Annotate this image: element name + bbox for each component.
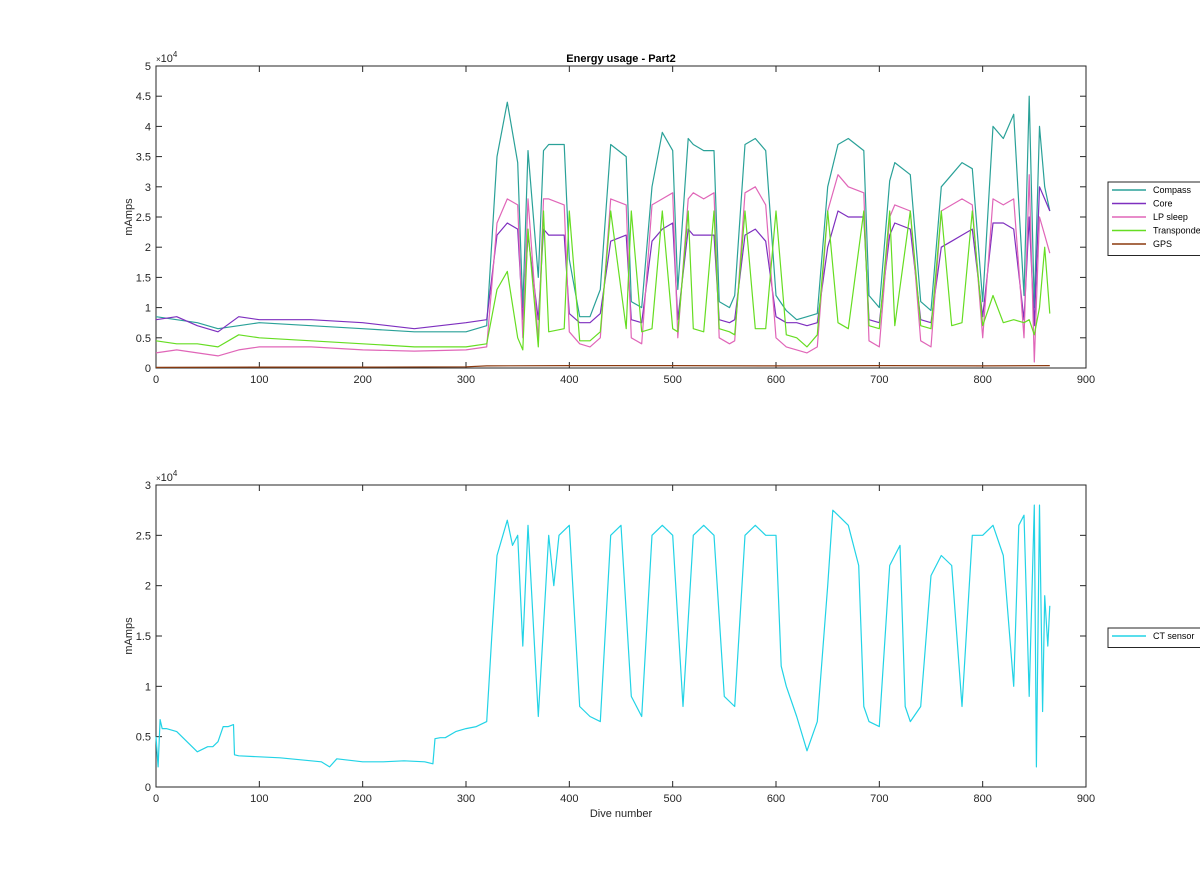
y-tick-label: 5 [145, 61, 151, 73]
x-tick-label: 800 [973, 793, 991, 805]
series-line-compass [155, 95, 1051, 333]
lines-bottom [155, 504, 1051, 768]
legend-entry-label: Transponder [1153, 226, 1200, 236]
legend-box [1107, 627, 1200, 648]
legend-entry-label: LP sleep [1153, 212, 1188, 222]
legend-entry-label: GPS [1153, 239, 1172, 249]
legend-top: Compass Core LP sleep Transponder GPS [1107, 181, 1200, 256]
lines-top [155, 95, 1051, 368]
legend-entry-label: CT sensor [1153, 631, 1194, 641]
x-tick-label: 0 [153, 793, 159, 805]
y-axis-label-top: mAmps [123, 198, 135, 236]
y-tick-label: 2.5 [136, 530, 151, 542]
y-tick-label: 2 [145, 242, 151, 254]
x-tick-label: 200 [353, 793, 371, 805]
legend-bottom: CT sensor [1107, 627, 1200, 648]
x-tick-label: 0 [153, 374, 159, 386]
x-tick-label: 300 [457, 374, 475, 386]
y-exponent-bottom: ×104 [156, 469, 178, 484]
y-tick-label: 0 [145, 782, 151, 794]
y-tick-label: 1 [145, 681, 151, 693]
plot-area-bottom [155, 484, 1087, 788]
y-tick-label: 1.5 [136, 631, 151, 643]
y-tick-label: 1 [145, 303, 151, 315]
y-exponent-top: ×104 [156, 50, 178, 65]
x-tick-label: 500 [663, 793, 681, 805]
x-tick-label: 100 [250, 374, 268, 386]
legend-entry-label: Core [1153, 199, 1173, 209]
ticks-top: 0 100 200 300 400 500 600 700 800 900 0 0.5 1 1.5 2 2.5… [136, 61, 1095, 386]
y-tick-label: 1.5 [136, 272, 151, 284]
x-tick-label: 700 [870, 793, 888, 805]
x-tick-label: 500 [663, 374, 681, 386]
x-tick-label: 600 [767, 793, 785, 805]
y-tick-label: 2.5 [136, 212, 151, 224]
axes-ct-sensor: 0 100 200 300 400 500 600 700 800 900 0 0.5 1 1.5 2 2.5… [123, 469, 1200, 820]
x-tick-label: 800 [973, 374, 991, 386]
x-tick-label: 900 [1077, 793, 1095, 805]
series-line-ct-sensor [155, 504, 1051, 768]
ticks-bottom: 0 100 200 300 400 500 600 700 800 900 0 0.5 1 1.5 2 2.5… [136, 480, 1095, 805]
x-tick-label: 400 [560, 374, 578, 386]
y-tick-label: 4 [145, 121, 151, 133]
y-tick-label: 2 [145, 581, 151, 593]
legend-entry-label: Compass [1153, 185, 1192, 195]
y-tick-label: 3.5 [136, 152, 151, 164]
y-tick-label: 0.5 [136, 333, 151, 345]
axes-energy-usage: 0 100 200 300 400 500 600 700 800 900 0 0.5 1 1.5 2 2.5… [123, 50, 1200, 386]
series-line-transponder [155, 210, 1051, 351]
chart-title: Energy usage - Part2 [566, 53, 675, 65]
series-line-gps [155, 365, 1050, 368]
plot-area-top [155, 65, 1087, 369]
y-tick-label: 3 [145, 182, 151, 194]
x-tick-label: 400 [560, 793, 578, 805]
x-tick-label: 200 [353, 374, 371, 386]
y-tick-label: 0.5 [136, 732, 151, 744]
y-tick-label: 0 [145, 363, 151, 375]
x-axis-label-bottom: Dive number [590, 808, 653, 820]
x-tick-label: 100 [250, 793, 268, 805]
x-tick-label: 600 [767, 374, 785, 386]
x-tick-label: 700 [870, 374, 888, 386]
y-axis-label-bottom: mAmps [123, 617, 135, 655]
y-tick-label: 3 [145, 480, 151, 492]
y-tick-label: 4.5 [136, 91, 151, 103]
x-tick-label: 300 [457, 793, 475, 805]
x-tick-label: 900 [1077, 374, 1095, 386]
